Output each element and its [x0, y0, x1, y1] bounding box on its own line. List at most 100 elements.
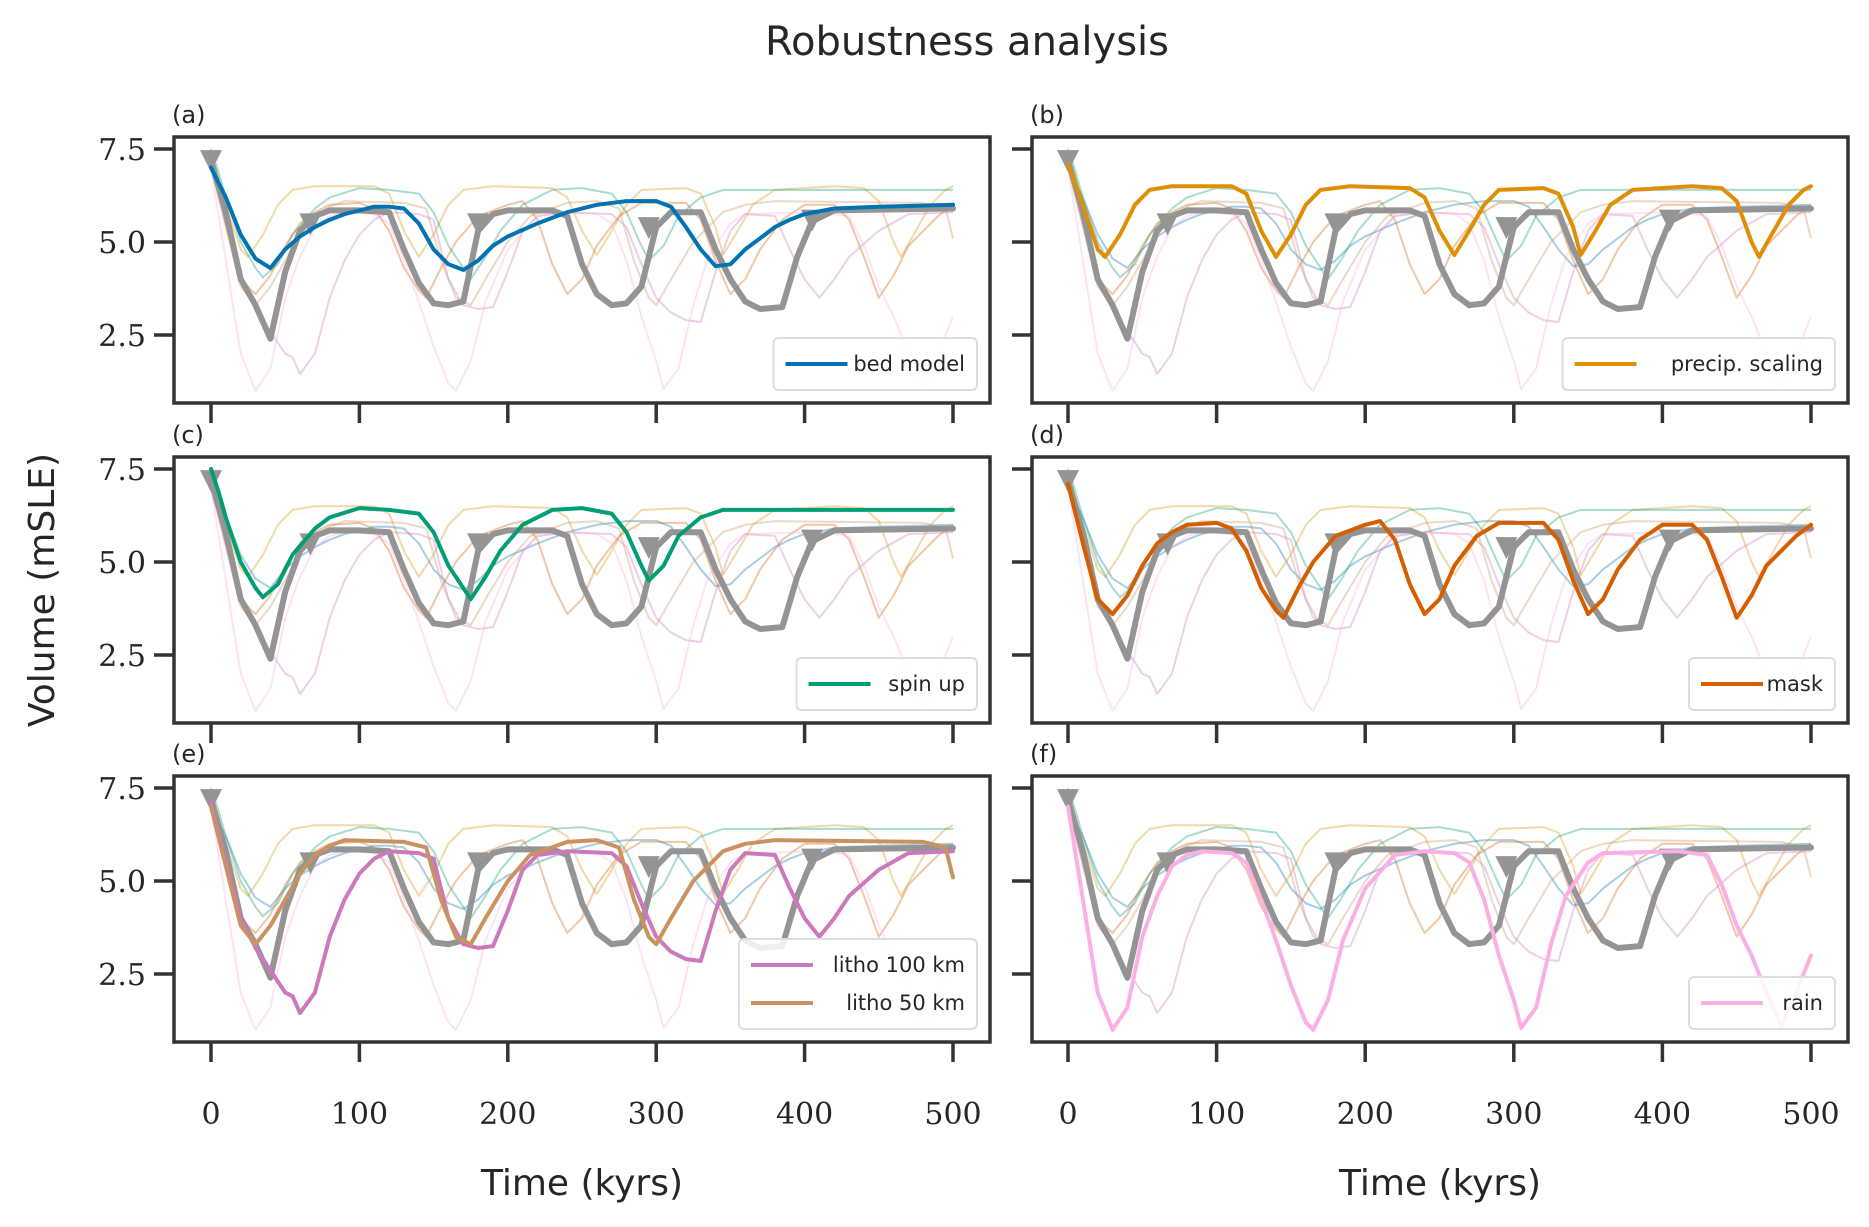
series-line-precip [1066, 161, 1813, 259]
background-series-litho100 [1067, 163, 1812, 376]
plot-area [200, 467, 956, 712]
background-series-precip [210, 483, 954, 578]
axes-frame [1030, 135, 1850, 405]
figure-title: Robustness analysis [765, 19, 1169, 65]
legend-label-spin: spin up [888, 672, 965, 696]
x-tick-label: 100 [1188, 1097, 1245, 1132]
legend: litho 100 km litho 50 km [738, 938, 978, 1030]
y-tick-label: 7.5 [98, 772, 146, 807]
y-tick-label: 2.5 [98, 639, 146, 674]
legend-label-bed: bed model [853, 352, 965, 376]
reference-marker [1658, 209, 1681, 232]
axes-frame [1030, 774, 1850, 1044]
legend-box [1561, 337, 1836, 391]
y-tick-label: 2.5 [98, 319, 146, 354]
x-tick-label: 100 [331, 1097, 388, 1132]
panel-a: (a) 2.5 5.0 7.5 bed model [98, 101, 992, 423]
reference-marker [1057, 150, 1079, 173]
reference-series-line [1065, 796, 1814, 981]
x-tick-label: 500 [924, 1097, 981, 1132]
plot-area [1057, 148, 1814, 392]
y-tick-label: 5.0 [98, 226, 146, 261]
background-series-rain [210, 167, 954, 392]
reference-marker [637, 217, 660, 240]
x-tick-label: 200 [1337, 1097, 1394, 1132]
series-line-litho50 [209, 804, 955, 947]
axes-frame [172, 455, 992, 725]
background-series-bed [210, 806, 954, 910]
reference-marker [1156, 852, 1179, 875]
series-line-bed [209, 165, 955, 272]
panel-label: (c) [172, 421, 204, 449]
background-series-bed [1067, 167, 1812, 271]
panel-label: (d) [1030, 421, 1064, 449]
legend-label-litho100: litho 100 km [833, 953, 965, 977]
series-line-spin [209, 467, 955, 602]
panel-f: (f) 0 100 200 300 400 500 rain [1012, 740, 1850, 1132]
reference-marker [1495, 537, 1518, 560]
legend-label-mask: mask [1767, 672, 1824, 696]
x-axis-label-right: Time (kyrs) [1338, 1163, 1541, 1204]
reference-marker [200, 150, 222, 173]
reference-marker [1324, 852, 1347, 875]
background-series-bed [1067, 806, 1812, 910]
reference-marker [299, 213, 322, 236]
series-line-mask [1066, 481, 1813, 620]
x-tick-label: 300 [1485, 1097, 1542, 1132]
legend: rain [1688, 976, 1836, 1030]
background-series-precip [210, 163, 954, 258]
y-tick-label: 5.0 [98, 865, 146, 900]
background-series-bed [1067, 487, 1812, 591]
background-series-rain [210, 487, 954, 712]
reference-marker [200, 470, 222, 493]
reference-marker [1495, 217, 1518, 240]
legend: bed model [772, 337, 978, 391]
legend: precip. scaling [1561, 337, 1836, 391]
reference-series-line [208, 157, 956, 342]
panel-label: (a) [172, 101, 205, 129]
background-series-precip [1067, 802, 1812, 897]
reference-marker [467, 533, 490, 556]
x-tick-label: 0 [201, 1097, 220, 1132]
reference-marker [801, 848, 824, 871]
plot-area [1057, 787, 1814, 1032]
x-tick-label: 0 [1058, 1097, 1077, 1132]
reference-series-line [208, 477, 956, 662]
reference-marker [637, 856, 660, 879]
reference-marker [467, 852, 490, 875]
x-tick-label: 400 [1634, 1097, 1691, 1132]
background-series-precip [210, 802, 954, 897]
reference-marker [1495, 856, 1518, 879]
series-line-litho100 [209, 800, 955, 1016]
panel-label: (b) [1030, 101, 1064, 129]
panel-d: (d) mask [1012, 421, 1850, 743]
background-series-precip [1067, 483, 1812, 578]
background-series-mask [1067, 163, 1812, 299]
reference-series-line [1065, 157, 1814, 342]
plot-area [1057, 468, 1814, 712]
x-tick-label: 200 [479, 1097, 536, 1132]
background-series-litho100 [1067, 483, 1812, 696]
panel-b: (b) precip. scaling [1012, 101, 1850, 423]
panel-label: (f) [1030, 740, 1057, 768]
legend-label-precip: precip. scaling [1671, 352, 1823, 376]
reference-marker [1324, 213, 1347, 236]
legend: mask [1688, 657, 1836, 711]
legend-box [738, 938, 978, 1030]
legend-label-rain: rain [1782, 991, 1823, 1015]
reference-marker [1324, 533, 1347, 556]
reference-marker [1057, 470, 1079, 493]
reference-marker [467, 213, 490, 236]
reference-marker [637, 537, 660, 560]
background-series-mask [210, 483, 954, 619]
y-axis-label: Volume (mSLE) [22, 453, 63, 727]
background-series-mask [210, 802, 954, 938]
panel-e: (e) 2.5 5.0 7.5 0 100 200 300 400 500 litho 100 km… [98, 740, 992, 1132]
reference-marker [1658, 848, 1681, 871]
legend: spin up [795, 657, 978, 711]
x-tick-label: 300 [628, 1097, 685, 1132]
y-tick-label: 7.5 [98, 453, 146, 488]
reference-marker [1057, 789, 1079, 812]
reference-marker [1156, 213, 1179, 236]
